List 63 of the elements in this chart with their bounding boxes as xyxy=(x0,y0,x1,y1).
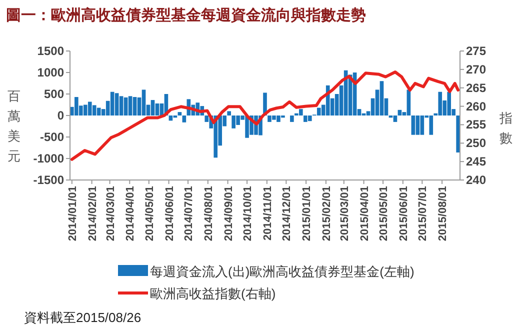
x-tick-label: 2014/05/01 xyxy=(144,186,156,242)
y-tick-label: 1500 xyxy=(37,44,64,58)
bar xyxy=(416,116,420,135)
y2-tick-label: 245 xyxy=(466,154,486,169)
y2-tick-label: 260 xyxy=(466,99,486,114)
y2-tick-label: 265 xyxy=(466,80,486,95)
bar xyxy=(398,110,402,116)
bar xyxy=(114,93,119,116)
bar xyxy=(380,81,384,116)
y-tick-label: -500 xyxy=(40,130,64,144)
x-tick-label: 2014/01/01 xyxy=(66,186,79,242)
y-tick-label: 0 xyxy=(57,108,64,122)
x-tick-label: 2015/04/01 xyxy=(358,186,371,242)
bar xyxy=(155,103,160,116)
bar xyxy=(178,112,182,116)
y-axis-title: 百萬美元 xyxy=(8,88,20,164)
bar xyxy=(110,92,114,116)
x-tick-label: 2014/02/01 xyxy=(86,186,99,242)
bar xyxy=(420,116,424,135)
y-tick-label: 1000 xyxy=(37,66,64,80)
x-tick-label: 2014/11/01 xyxy=(262,186,274,240)
bar xyxy=(393,116,398,122)
x-tick-label: 2014/04/01 xyxy=(124,186,137,242)
bar xyxy=(119,96,124,116)
y-tick-label: 500 xyxy=(44,87,64,101)
bar xyxy=(290,116,294,122)
bar xyxy=(411,116,416,135)
bar xyxy=(124,97,128,116)
x-tick-label: 2014/12/01 xyxy=(281,186,294,242)
bar xyxy=(132,97,137,116)
legend-label: 每週資金流入(出)歐洲高收益債券型基金(左軸) xyxy=(150,264,414,279)
y2-axis-title: 指數 xyxy=(498,110,512,146)
x-tick-label: 2015/02/01 xyxy=(320,186,333,242)
x-tick-label: 2014/10/01 xyxy=(242,186,254,242)
x-tick-label: 2015/08/01 xyxy=(437,186,450,242)
legend-label: 歐洲高收益指數(右軸) xyxy=(150,286,276,301)
bar xyxy=(150,100,155,116)
chart-title: 圖一：歐洲高收益債券型基金每週資金流向與指數走勢 xyxy=(6,6,366,24)
y2-tick-label: 275 xyxy=(466,44,486,58)
y2-tick-label: 240 xyxy=(466,173,486,187)
bar xyxy=(456,116,460,152)
bar xyxy=(128,96,132,116)
x-tick-label: 2015/01/01 xyxy=(301,186,314,242)
x-tick-label: 2015/03/01 xyxy=(338,186,351,242)
bar xyxy=(182,116,186,122)
bar xyxy=(308,116,312,122)
x-tick-label: 2015/07/01 xyxy=(417,186,430,242)
bar xyxy=(227,111,231,116)
line-series xyxy=(70,70,460,161)
text: 資料截至2015/08/26 xyxy=(24,310,142,325)
x-tick-label: 2014/06/01 xyxy=(164,186,176,242)
y2-tick-label: 255 xyxy=(466,118,486,132)
x-tick-label: 2015/05/01 xyxy=(378,186,390,242)
x-tick-label: 2014/08/01 xyxy=(202,186,215,242)
y2-tick-label: 250 xyxy=(466,136,486,150)
x-tick-label: 2014/03/01 xyxy=(104,186,117,242)
x-tick-label: 2014/09/01 xyxy=(222,186,235,242)
y2-tick-label: 270 xyxy=(466,62,486,76)
x-tick-label: 2015/06/01 xyxy=(398,186,410,242)
bar xyxy=(142,90,146,116)
y-tick-label: -1500 xyxy=(33,173,64,187)
x-tick-label: 2014/07/01 xyxy=(183,186,196,242)
y-tick-label: -1000 xyxy=(33,152,64,166)
